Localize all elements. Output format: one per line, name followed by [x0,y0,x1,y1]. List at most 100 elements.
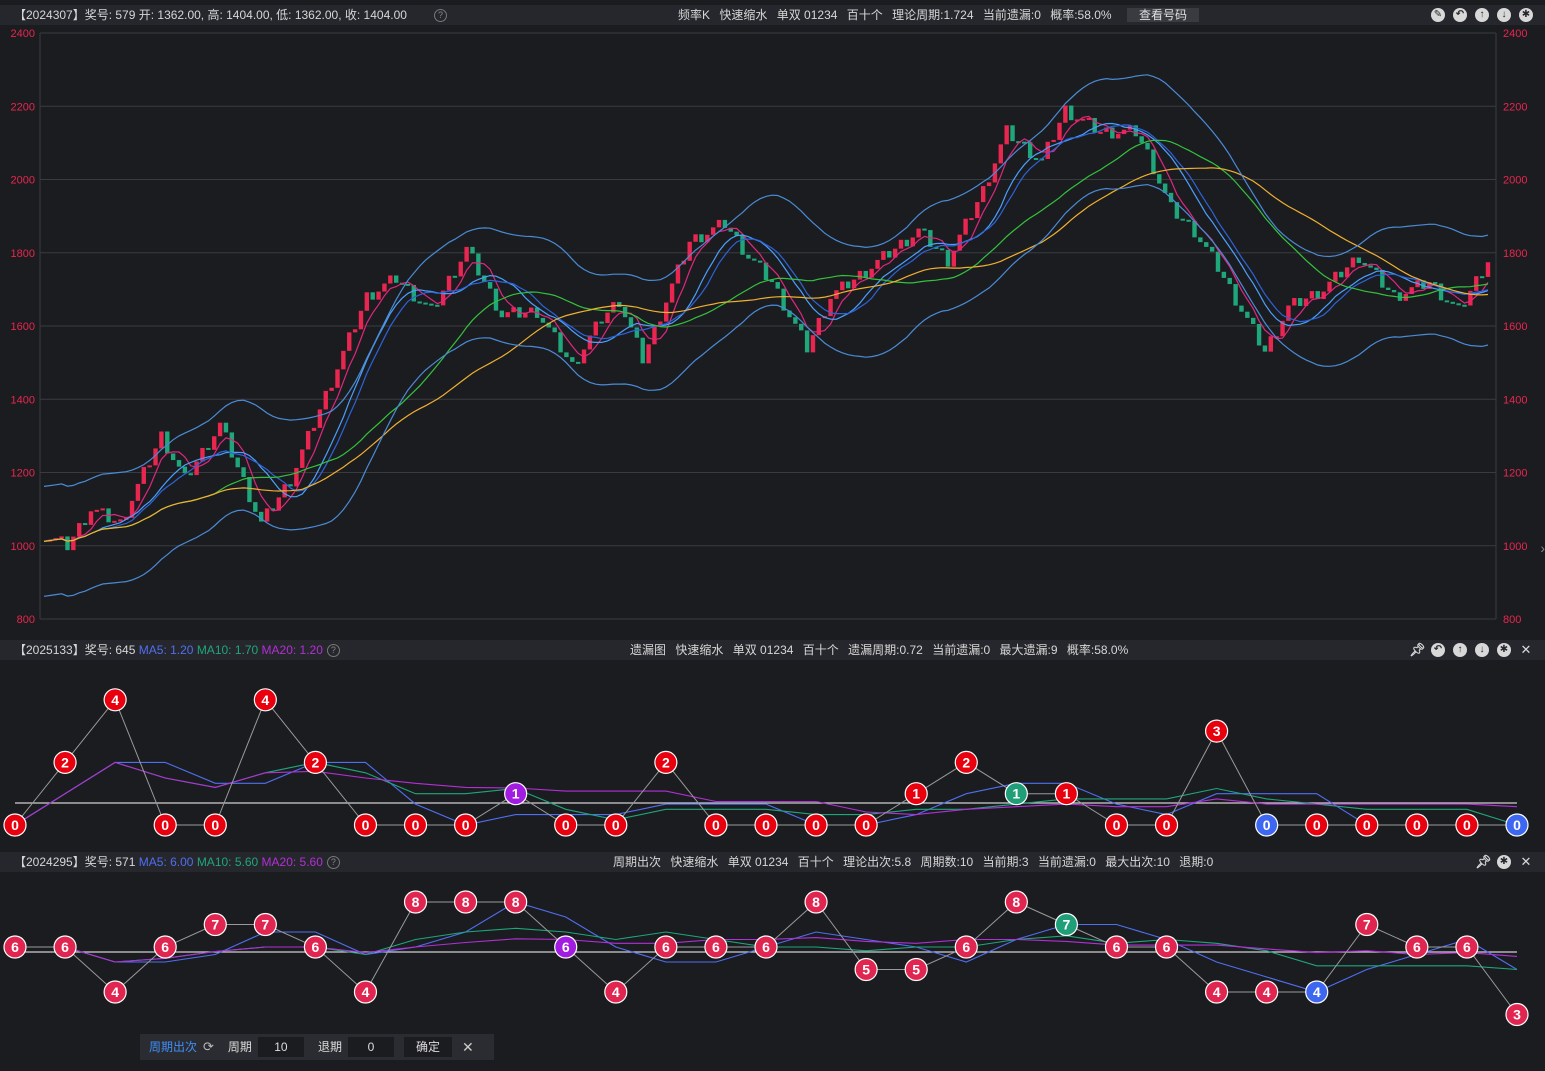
cycle-chart[interactable]: 6 6 4 6 7 7 6 4 8 8 8 6 4 6 6 6 8 5 5 6 8 7 6 6 4 4 4 7 6 6 3 [0,872,1545,1037]
candle [1139,136,1144,143]
candle [1432,282,1438,285]
candle [910,237,915,247]
node-circle [1004,782,1028,806]
ma12-line [43,124,1489,542]
candle [1397,292,1403,301]
refresh-icon[interactable]: ⟳ [203,1039,214,1054]
node-label: 6 [1413,939,1421,955]
value-node: 4 [1255,980,1279,1004]
settings-icon[interactable]: ✱ [1497,643,1511,657]
value-node: 4 [353,980,378,1004]
candle [305,430,311,450]
confirm-button[interactable]: 确定 [403,1037,452,1057]
down-icon[interactable]: ↓ [1497,8,1511,22]
node-circle [854,813,878,837]
candle [1162,183,1168,193]
candle [1280,320,1285,337]
back-period-input[interactable]: 0 [347,1037,394,1057]
candle [875,259,880,269]
node-circle [353,980,378,1004]
candle [470,246,475,254]
pin-icon[interactable]: 📌︎ [1475,854,1492,869]
candle [341,350,346,370]
candle [411,284,417,302]
up-icon[interactable]: ↑ [1453,643,1467,657]
candle [235,457,240,468]
cycle-mode-label[interactable]: 周期出次 [149,1040,198,1054]
candle [975,202,980,219]
node-circle [754,935,778,959]
close-icon[interactable]: ✕ [461,1039,474,1055]
node-circle [754,813,778,837]
node-circle [604,813,628,837]
period-input[interactable]: 10 [257,1037,304,1057]
value-node: 0 [854,813,878,837]
value-node: 6 [3,935,27,959]
candle [159,431,164,449]
candle [640,337,645,364]
candle [212,436,217,450]
close-icon[interactable]: ✕ [1520,854,1532,869]
miss-stats: 遗漏图 快速缩水 单双 01234 百十个 遗漏周期:0.72 当前遗漏:0 最… [630,640,1134,660]
node-circle [203,912,227,937]
help-icon[interactable]: ? [326,644,340,658]
candle [722,219,728,228]
node-circle [153,935,177,959]
value-node: 6 [1104,935,1129,959]
stat-current-miss: 当前遗漏:0 [982,8,1041,22]
node-circle [403,890,428,914]
node-label: 8 [412,894,420,910]
candle [1274,336,1279,339]
cycle-stat: 周期出次 [613,855,662,869]
node-label: 4 [1213,984,1221,1000]
candle [628,317,634,328]
candle [757,260,763,263]
value-node: 4 [604,980,628,1004]
cycle-ma20: MA20: 5.60 [261,855,323,869]
miss-stat: 遗漏周期:0.72 [848,643,923,657]
y-tick-label: 1400 [11,394,35,406]
miss-chart[interactable]: 0 2 4 0 0 4 2 0 0 0 1 0 0 2 0 0 0 0 1 2 1 1 0 0 3 0 0 0 0 0 0 [0,660,1545,850]
candle [617,302,622,307]
candle [570,357,575,362]
close-icon[interactable]: ✕ [1520,642,1532,657]
back-icon[interactable]: ↶ [1431,643,1445,657]
node-circle [3,813,27,837]
value-node: 0 [1455,813,1479,837]
node-label: 0 [812,817,820,833]
node-label: 0 [1363,817,1371,833]
node-label: 4 [261,692,269,708]
node-label: 6 [762,939,770,955]
candle [482,275,487,283]
chevron-right-icon[interactable]: › [1540,540,1545,556]
kline-stats: 频率K 快速缩水 单双 01234 百十个 理论周期:1.724 当前遗漏:0 … [678,5,1205,25]
value-node: 0 [754,813,778,837]
edit-icon[interactable]: ✎ [1431,8,1445,22]
node-circle [454,890,478,914]
candle [869,268,874,278]
help-icon[interactable]: ? [326,856,340,870]
node-circle [1355,912,1379,937]
kline-chart[interactable]: 2400 2400 2200 2200 2000 2000 1800 1800 1600 1600… [0,25,1545,639]
candle [810,335,816,353]
settings-icon[interactable]: ✱ [1519,8,1533,22]
value-node: 6 [954,935,978,959]
candle [916,228,921,238]
stat-probability: 概率:58.0% [1050,8,1112,22]
candle [1180,218,1185,221]
candle [769,280,775,283]
node-label: 0 [1513,817,1521,833]
y-tick-label: 2200 [11,101,35,113]
help-icon[interactable]: ? [434,9,447,22]
candle [1262,345,1268,352]
settings-icon[interactable]: ✱ [1497,855,1511,869]
down-icon[interactable]: ↓ [1475,643,1489,657]
view-numbers-button[interactable]: 查看号码 [1126,8,1199,22]
back-icon[interactable]: ↶ [1453,8,1467,22]
candle [1045,141,1050,159]
node-label: 0 [1313,817,1321,833]
pin-icon[interactable]: 📌︎ [1409,642,1426,657]
value-node: 0 [1305,813,1329,837]
candle [540,317,546,323]
up-icon[interactable]: ↑ [1475,8,1489,22]
